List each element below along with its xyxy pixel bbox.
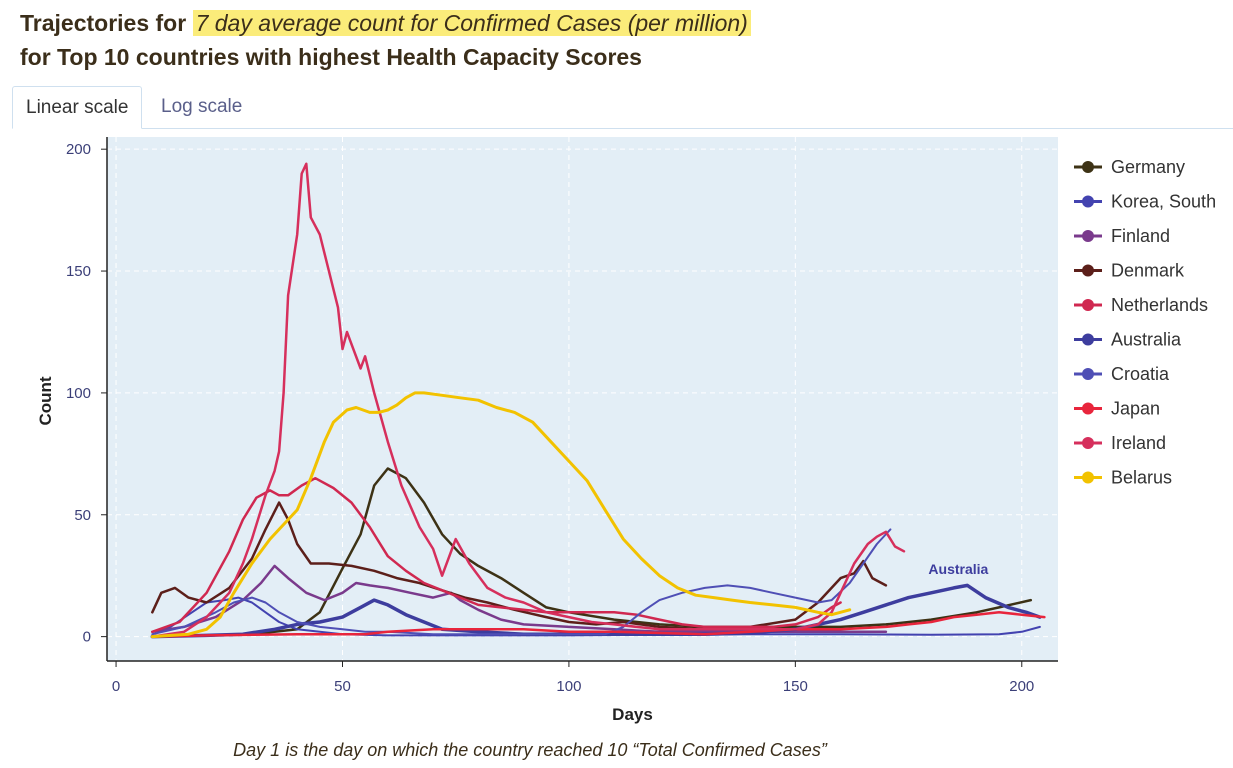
footnote: Day 1 is the day on which the country re… xyxy=(233,740,827,760)
series-line-ireland xyxy=(151,162,906,638)
title-line-1: Trajectories for 7 day average count for… xyxy=(20,6,751,40)
legend-label: Germany xyxy=(1111,157,1185,177)
y-tick-label: 150 xyxy=(66,263,91,280)
legend-marker xyxy=(1082,264,1094,277)
y-tick-label: 0 xyxy=(83,629,91,646)
legend-label: Belarus xyxy=(1111,468,1172,488)
legend-label: Ireland xyxy=(1111,433,1166,453)
annotation-label: Australia xyxy=(928,561,988,577)
title-prefix: Trajectories for xyxy=(20,10,193,36)
legend-marker xyxy=(1082,368,1094,380)
legend-label: Australia xyxy=(1111,330,1182,350)
scale-tabs: Linear scale Log scale xyxy=(12,86,1233,129)
legend-label: Korea, South xyxy=(1111,192,1216,212)
legend-marker xyxy=(1082,299,1094,311)
x-tick-label: 0 xyxy=(112,678,120,695)
title-highlight: 7 day average count for Confirmed Cases … xyxy=(192,10,751,36)
series-line-germany xyxy=(151,467,1033,638)
legend-label: Finland xyxy=(1111,226,1170,246)
series-line-japan xyxy=(151,611,1046,638)
x-tick-label: 150 xyxy=(783,678,808,695)
legend-marker xyxy=(1082,161,1094,173)
legend-label: Netherlands xyxy=(1111,295,1208,315)
x-tick-label: 200 xyxy=(1009,678,1034,695)
tab-log-scale[interactable]: Log scale xyxy=(161,96,243,117)
x-tick-label: 50 xyxy=(334,678,351,695)
legend-label: Croatia xyxy=(1111,364,1170,384)
y-axis-label: Count xyxy=(36,376,55,425)
y-tick-label: 100 xyxy=(66,385,91,402)
title-line-2: for Top 10 countries with highest Health… xyxy=(20,44,642,70)
series-line-australia xyxy=(150,583,1042,639)
legend-label: Denmark xyxy=(1111,261,1185,281)
plot-background xyxy=(107,137,1058,661)
legend-label: Japan xyxy=(1111,399,1160,419)
series-line-belarus xyxy=(150,391,852,639)
legend-marker xyxy=(1082,195,1094,208)
chart-title: Trajectories for 7 day average count for… xyxy=(20,6,751,74)
legend-marker xyxy=(1082,471,1094,484)
x-axis-label: Days xyxy=(612,705,653,724)
legend-marker xyxy=(1082,230,1094,242)
y-tick-label: 200 xyxy=(66,141,91,158)
legend-marker xyxy=(1082,333,1094,346)
legend-marker xyxy=(1082,437,1094,449)
x-tick-label: 100 xyxy=(556,678,581,695)
y-tick-label: 50 xyxy=(74,507,91,524)
legend-marker xyxy=(1082,402,1094,415)
series-line-netherlands xyxy=(151,476,842,634)
series-line-finland xyxy=(151,564,888,634)
tab-linear-scale[interactable]: Linear scale xyxy=(12,86,143,129)
series-line-croatia xyxy=(151,528,892,636)
